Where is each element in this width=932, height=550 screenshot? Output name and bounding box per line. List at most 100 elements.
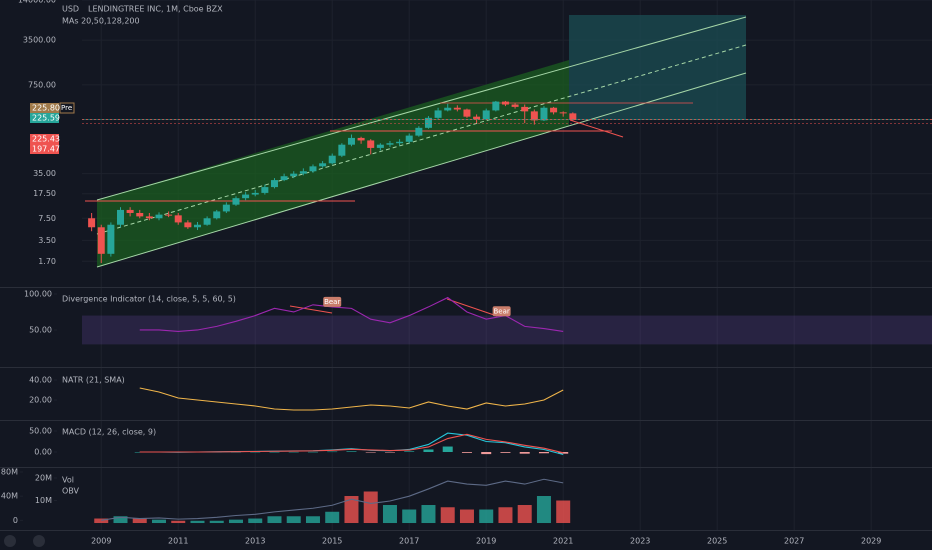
candle-body (540, 107, 548, 121)
x-tick-label: 2021 (553, 537, 573, 546)
chart-subtitle: MAs 20,50,128,200 (62, 17, 140, 26)
candle-body (309, 166, 317, 172)
y-tick-label: 3500.00 (23, 36, 56, 45)
price-label-bg (30, 134, 59, 144)
y-tick-label: 40.00 (29, 376, 52, 385)
channel-mid (96, 44, 747, 235)
y-tick-label: 3.50 (38, 236, 56, 245)
candle-body (213, 211, 221, 219)
price-label: 197.47 (32, 145, 60, 154)
candle-body (232, 198, 240, 205)
annotation-box (323, 296, 342, 307)
candle-body (145, 216, 153, 219)
y-tick-label: 10M (35, 496, 52, 505)
x-tick-label: 2009 (91, 537, 111, 546)
histogram-bar (384, 452, 395, 453)
histogram-bar (327, 451, 338, 453)
volume-bar (305, 516, 320, 524)
candle-body (559, 112, 567, 114)
volume-bar (267, 516, 282, 524)
histogram-bar (442, 446, 453, 452)
candle-body (165, 214, 173, 216)
panel-title: Divergence Indicator (14, close, 5, 5, 6… (62, 295, 236, 304)
candle-body (155, 214, 163, 219)
y-tick-label: 35.00 (33, 169, 56, 178)
x-tick-label: 2011 (168, 537, 188, 546)
macd-line (139, 433, 564, 454)
volume-bar (459, 509, 474, 524)
volume-bar (151, 519, 166, 524)
pre-badge (59, 102, 75, 114)
candle-body (88, 218, 96, 228)
legend-entry: Vol (62, 476, 74, 485)
volume-bar (132, 518, 147, 524)
candle-body (415, 127, 423, 136)
histogram-bar (500, 452, 511, 453)
divergence-line (446, 298, 498, 317)
candle-body (299, 171, 307, 174)
channel-lower (96, 72, 747, 268)
candle-body (492, 101, 500, 111)
histogram-bar (538, 452, 549, 454)
x-tick-label: 2027 (784, 537, 804, 546)
candle-body (222, 204, 230, 212)
y-tick-label: 40M (1, 492, 18, 501)
candle-body (116, 209, 124, 225)
price-label: 225.80 (32, 104, 60, 113)
indicator-line (139, 296, 564, 332)
volume-bar (479, 509, 494, 524)
price-label: 225.59 (32, 114, 60, 123)
x-tick-label: 2019 (476, 537, 496, 546)
divergence-line (289, 305, 333, 314)
annotation-box (492, 306, 511, 317)
volume-bar (286, 516, 301, 524)
icon[interactable] (4, 535, 16, 547)
x-tick-label: 2013 (245, 537, 265, 546)
x-tick-label: 2025 (707, 537, 727, 546)
candle-body (328, 155, 336, 164)
candle-body (444, 107, 452, 111)
volume-bar (556, 500, 571, 524)
candle-body (261, 187, 269, 193)
histogram-bar (404, 451, 415, 452)
candle-body (569, 113, 577, 120)
candle-body (386, 143, 394, 145)
legend-entry: OBV (62, 487, 80, 496)
candle-body (251, 192, 259, 195)
candle-body (242, 194, 250, 199)
indicator-line (139, 387, 564, 411)
x-tick-label: 2015 (322, 537, 342, 546)
pre-label: Pre (61, 104, 72, 112)
volume-bar (440, 507, 455, 524)
obv-line (101, 478, 564, 521)
volume-bar (498, 507, 513, 524)
candle-body (357, 137, 365, 141)
histogram-bar (250, 451, 261, 453)
y-tick-label: 50.00 (29, 325, 52, 334)
volume-bar (382, 505, 397, 524)
volume-bar (363, 491, 378, 524)
candle-body (97, 227, 105, 254)
histogram-bar (481, 452, 492, 455)
y-tick-label: 1.70 (38, 257, 56, 266)
trend-line (569, 119, 624, 138)
panel-title: MACD (12, 26, close, 9) (62, 428, 156, 437)
candle-body (136, 212, 144, 217)
annotation: Bear (324, 298, 340, 306)
volume-bar (248, 518, 263, 524)
x-tick-label: 2017 (399, 537, 419, 546)
icon[interactable] (33, 535, 45, 547)
candle-body (405, 135, 413, 142)
currency: USD (62, 5, 79, 14)
candle-body (126, 209, 134, 213)
y-tick-label: 17.50 (33, 189, 56, 198)
y-tick-label: 80M (1, 468, 18, 477)
candle-body (280, 176, 288, 181)
candle-body (338, 144, 346, 156)
annotation: Bear (493, 307, 509, 315)
candle-body (203, 218, 211, 225)
volume-bar (344, 496, 359, 524)
panel-title: NATR (21, SMA) (62, 376, 125, 385)
candle-body (501, 101, 509, 105)
y-tick-label: 20.00 (29, 396, 52, 405)
